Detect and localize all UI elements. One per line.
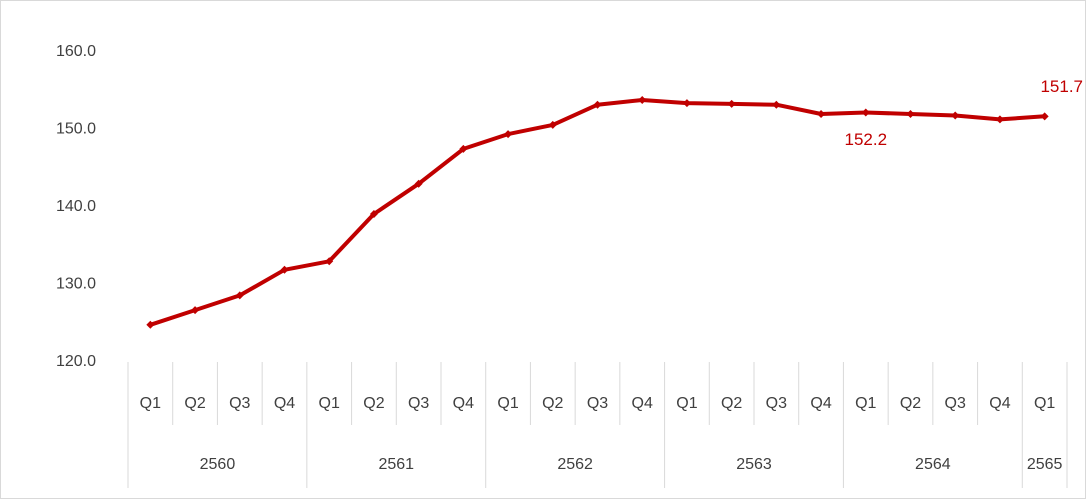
x-tick-label: Q1 — [319, 395, 340, 412]
x-tick-label: Q1 — [140, 395, 161, 412]
x-group-label: 2560 — [200, 456, 236, 473]
marker — [951, 111, 960, 120]
x-tick-label: Q4 — [810, 395, 831, 412]
marker — [682, 99, 691, 108]
marker — [995, 115, 1004, 124]
marker — [280, 265, 289, 274]
marker — [727, 99, 736, 108]
x-tick-label: Q3 — [229, 395, 250, 412]
marker — [861, 108, 870, 117]
x-tick-label: Q3 — [587, 395, 608, 412]
x-tick-label: Q4 — [632, 395, 653, 412]
x-tick-label: Q1 — [855, 395, 876, 412]
marker — [369, 209, 378, 218]
x-tick-label: Q3 — [945, 395, 966, 412]
marker — [191, 306, 200, 315]
x-group-label: 2561 — [378, 456, 414, 473]
marker — [459, 144, 468, 153]
marker — [772, 100, 781, 109]
y-tick-label: 120.0 — [56, 353, 96, 370]
y-tick-label: 150.0 — [56, 121, 96, 138]
marker — [325, 257, 334, 266]
marker — [906, 110, 915, 118]
data-label: 151.7 — [1040, 77, 1083, 96]
x-group-label: 2562 — [557, 456, 593, 473]
x-tick-label: Q3 — [766, 395, 787, 412]
x-tick-label: Q4 — [989, 395, 1010, 412]
y-tick-label: 140.0 — [56, 198, 96, 215]
x-tick-label: Q4 — [274, 395, 295, 412]
y-tick-label: 130.0 — [56, 276, 96, 293]
marker — [817, 110, 826, 118]
x-tick-label: Q1 — [1034, 395, 1055, 412]
marker — [593, 100, 602, 109]
x-tick-label: Q3 — [408, 395, 429, 412]
x-tick-label: Q2 — [721, 395, 742, 412]
x-tick-label: Q4 — [453, 395, 474, 412]
x-tick-label: Q2 — [184, 395, 205, 412]
marker — [414, 179, 423, 188]
x-tick-label: Q2 — [363, 395, 384, 412]
x-group-label: 2563 — [736, 456, 772, 473]
marker — [638, 96, 647, 105]
marker — [235, 291, 244, 300]
marker — [1040, 112, 1049, 121]
x-group-label: 2565 — [1027, 456, 1063, 473]
y-tick-label: 160.0 — [56, 43, 96, 60]
x-tick-label: Q1 — [497, 395, 518, 412]
x-tick-label: Q1 — [676, 395, 697, 412]
marker — [548, 120, 557, 129]
x-tick-label: Q2 — [900, 395, 921, 412]
marker — [504, 130, 513, 139]
x-tick-label: Q2 — [542, 395, 563, 412]
marker — [146, 320, 155, 329]
x-group-label: 2564 — [915, 456, 951, 473]
data-label: 152.2 — [845, 130, 888, 149]
